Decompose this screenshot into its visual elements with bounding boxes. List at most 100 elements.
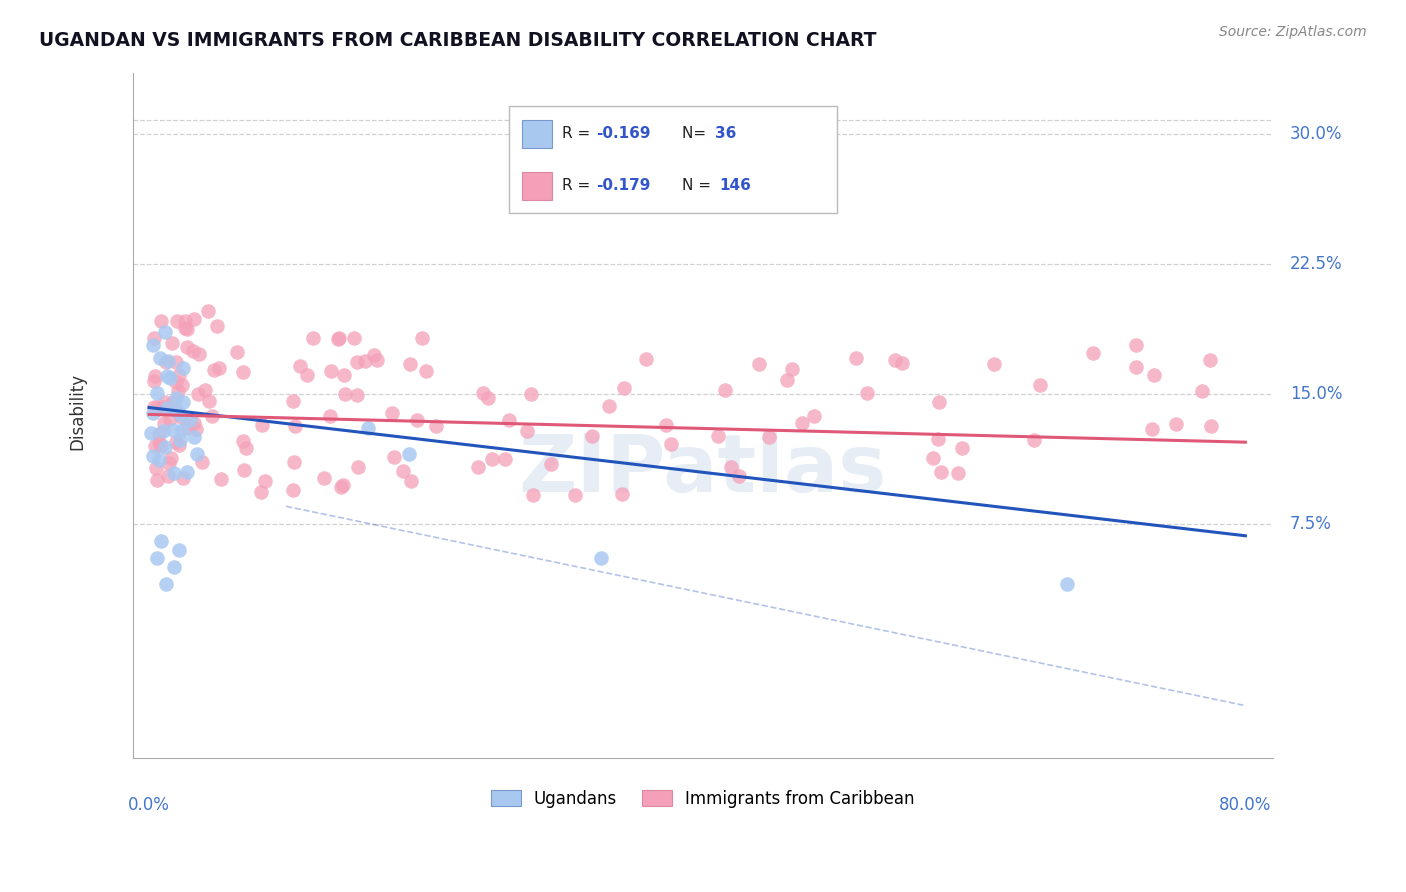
Point [1142,422,1164,436]
Point [170,409,193,423]
Point [181,344,204,359]
Text: 22.5%: 22.5% [1289,254,1343,273]
Point [415,364,437,378]
Point [149,351,172,365]
Point [232,434,254,449]
Point [142,338,165,352]
Point [931,466,953,480]
Point [155,441,177,455]
Point [381,406,404,420]
Point [183,311,205,326]
Point [776,373,799,387]
Point [281,394,304,409]
Point [208,360,231,375]
Point [398,447,420,461]
Point [655,417,678,432]
Point [165,355,187,369]
Text: 30.0%: 30.0% [1289,125,1343,143]
Point [253,474,276,488]
Text: 80.0%: 80.0% [1219,796,1271,814]
Point [142,449,165,463]
Point [845,351,868,365]
Point [1125,360,1147,375]
Point [186,447,208,461]
Point [235,442,257,456]
Point [157,456,180,470]
Point [160,336,183,351]
Point [613,381,636,395]
Point [143,330,166,344]
Point [540,458,562,472]
Point [792,416,814,430]
Point [141,426,163,441]
Point [194,383,217,397]
Point [159,412,181,426]
Point [343,331,366,345]
Point [856,386,879,401]
Point [176,321,198,335]
Point [347,460,370,475]
Point [176,465,198,479]
Point [1081,346,1104,360]
Point [160,451,183,466]
Point [284,419,307,434]
Point [232,365,254,379]
Point [172,360,194,375]
Point [163,560,186,574]
Point [891,356,914,370]
Point [197,304,219,318]
Legend: Ugandans, Immigrants from Caribbean: Ugandans, Immigrants from Caribbean [484,783,921,814]
Point [302,331,325,345]
Point [153,395,176,409]
Point [176,340,198,354]
Point [329,480,352,494]
Text: -0.169: -0.169 [596,126,651,141]
Text: 36: 36 [716,126,737,141]
Point [172,378,194,392]
Point [173,320,195,334]
Text: R =: R = [561,178,595,194]
Point [950,441,973,455]
Point [148,453,170,467]
Point [172,471,194,485]
Point [146,551,169,566]
Text: UGANDAN VS IMMIGRANTS FROM CARIBBEAN DISABILITY CORRELATION CHART: UGANDAN VS IMMIGRANTS FROM CARIBBEAN DIS… [39,31,877,50]
Point [494,452,516,467]
Point [149,438,172,452]
Point [634,351,657,366]
Bar [522,172,553,200]
Point [288,359,311,374]
Point [174,314,197,328]
Point [326,332,349,346]
Point [803,409,825,423]
Point [283,455,305,469]
Point [333,368,356,382]
Text: -0.179: -0.179 [596,178,650,194]
Point [1199,418,1222,433]
Point [295,368,318,382]
Point [1191,384,1213,398]
Point [162,423,184,437]
Point [927,432,949,446]
Point [150,533,173,548]
Point [155,577,177,591]
Text: 0.0%: 0.0% [128,796,170,814]
Point [516,424,538,438]
Point [233,463,256,477]
Point [728,469,751,483]
Point [165,375,187,389]
Point [346,388,368,402]
Point [707,429,730,443]
Point [319,364,342,378]
Text: N=: N= [682,126,711,141]
Point [780,362,803,376]
Point [148,435,170,450]
Point [598,399,620,413]
Point [153,325,176,339]
Point [156,401,179,416]
Point [281,483,304,497]
Point [226,345,249,359]
Point [142,401,165,415]
Point [366,352,388,367]
Point [720,459,742,474]
